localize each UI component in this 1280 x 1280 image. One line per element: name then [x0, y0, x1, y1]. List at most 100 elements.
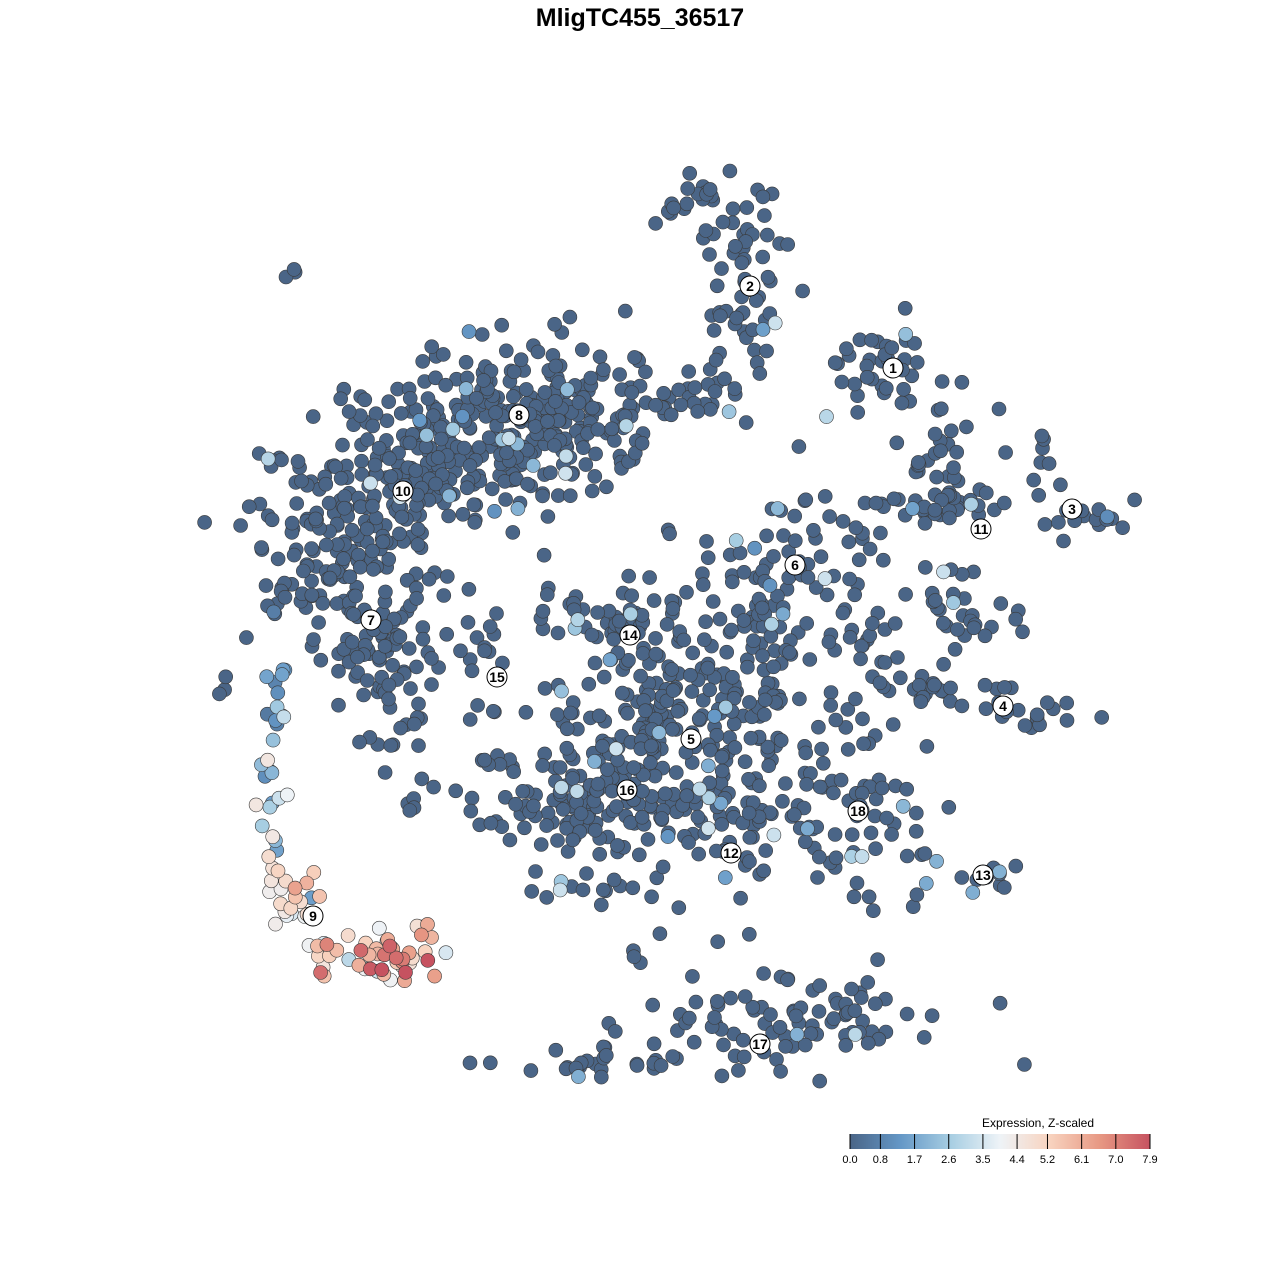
- cell-point: [631, 847, 647, 863]
- cell-point: [810, 870, 825, 885]
- cell-point: [714, 763, 730, 779]
- cell-point: [742, 854, 757, 869]
- cell-point: [352, 734, 367, 750]
- cell-point: [764, 616, 779, 632]
- cell-point: [885, 717, 901, 732]
- cell-point: [954, 698, 970, 714]
- cell-point: [690, 809, 706, 825]
- cluster-label-marker: [680, 728, 702, 750]
- cell-point: [834, 374, 850, 390]
- cell-point: [590, 422, 606, 437]
- cell-point: [510, 501, 526, 516]
- cluster-label-13: 13: [972, 864, 994, 886]
- cell-point: [290, 454, 306, 469]
- cell-point: [574, 342, 590, 358]
- cell-point: [595, 882, 611, 898]
- cell-point: [477, 752, 492, 768]
- legend-tick-label: 1.7: [907, 1154, 922, 1166]
- cell-point: [554, 683, 569, 699]
- cluster-label-text: 10: [395, 483, 411, 499]
- cell-point: [626, 949, 642, 965]
- cell-point: [505, 525, 521, 540]
- cell-point: [847, 1003, 863, 1019]
- cell-point: [409, 591, 424, 606]
- cell-point: [766, 659, 781, 675]
- cell-point: [365, 418, 381, 434]
- cell-point: [811, 849, 827, 865]
- cell-point: [759, 227, 775, 243]
- cell-point: [469, 630, 485, 645]
- cell-point: [742, 695, 757, 710]
- cell-point: [474, 327, 490, 342]
- cell-point: [621, 652, 636, 668]
- cell-point: [359, 673, 375, 688]
- cell-point: [430, 450, 446, 465]
- cell-point: [727, 381, 743, 396]
- cell-point: [727, 239, 743, 254]
- cell-point: [917, 560, 933, 575]
- cluster-label-text: 8: [515, 407, 523, 423]
- cell-point: [363, 475, 378, 491]
- cell-point: [916, 1030, 932, 1045]
- cell-point: [729, 310, 744, 326]
- cell-point: [701, 790, 717, 806]
- cell-point: [420, 391, 436, 406]
- cell-point: [797, 1037, 813, 1053]
- cell-point: [643, 738, 659, 754]
- cluster-label-marker: [1061, 498, 1083, 520]
- cell-point: [653, 1058, 669, 1073]
- cell-point: [700, 821, 716, 836]
- cell-point: [856, 736, 871, 752]
- cell-point: [686, 1034, 702, 1050]
- cell-point: [812, 779, 828, 795]
- cell-point: [537, 385, 553, 400]
- cell-point: [518, 382, 534, 397]
- cell-point: [935, 615, 951, 631]
- cell-point: [710, 934, 726, 950]
- cell-point: [515, 783, 531, 799]
- cell-point: [287, 880, 303, 896]
- cell-point: [535, 758, 550, 773]
- cell-point: [260, 752, 275, 768]
- cell-point: [583, 370, 599, 386]
- cluster-label-text: 11: [974, 521, 989, 537]
- cell-point: [527, 419, 543, 434]
- cell-point: [933, 401, 949, 417]
- cell-point: [337, 500, 352, 516]
- cell-point: [645, 997, 661, 1013]
- cluster-label-text: 9: [309, 908, 317, 924]
- cell-point: [543, 465, 558, 481]
- cell-point: [760, 739, 776, 755]
- cell-point: [627, 350, 642, 365]
- cell-point: [1008, 611, 1024, 627]
- cell-point: [611, 613, 627, 629]
- cluster-label-marker: [486, 666, 508, 688]
- cell-point: [368, 406, 384, 422]
- cell-point: [787, 508, 803, 524]
- cell-point: [528, 864, 543, 879]
- cluster-label-marker: [619, 624, 641, 646]
- cell-point: [696, 632, 712, 648]
- cell-point: [815, 755, 831, 771]
- cell-point: [721, 404, 737, 420]
- cell-point: [587, 469, 603, 484]
- cell-point: [461, 581, 477, 597]
- cell-point: [329, 596, 345, 611]
- cell-point: [875, 552, 891, 568]
- cluster-label-12: 12: [720, 842, 742, 864]
- cell-point: [381, 394, 397, 410]
- cell-point: [943, 680, 958, 696]
- cell-point: [868, 495, 884, 511]
- cell-point: [841, 534, 857, 550]
- cell-point: [819, 587, 835, 603]
- cell-point: [838, 1038, 854, 1053]
- cell-point: [420, 953, 436, 968]
- cell-point: [640, 832, 656, 847]
- cell-point: [709, 727, 725, 743]
- cell-point: [415, 354, 431, 369]
- cluster-label-marker: [616, 779, 638, 801]
- cell-point: [374, 962, 390, 978]
- cell-point: [819, 409, 834, 424]
- cell-point: [596, 669, 612, 685]
